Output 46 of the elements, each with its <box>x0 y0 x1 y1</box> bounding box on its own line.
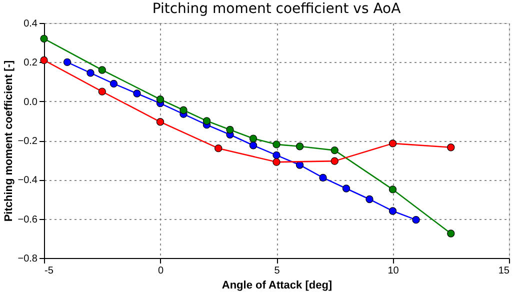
point <box>296 142 304 150</box>
point <box>342 184 350 192</box>
y-tick-label: −0.4 <box>18 175 38 186</box>
point <box>40 56 48 64</box>
chart-title: Pitching moment coefficient vs AoA <box>152 1 402 17</box>
point <box>110 80 118 88</box>
point <box>330 157 338 165</box>
x-tick-label: 0 <box>158 266 164 276</box>
x-axis-title: Angle of Attack [deg] <box>222 280 332 292</box>
point <box>447 144 455 152</box>
point <box>272 151 280 160</box>
x-tick-label: 15 <box>498 266 510 276</box>
point <box>133 90 141 98</box>
y-tick-label: −0.6 <box>18 214 38 226</box>
y-tick-label: −0.8 <box>18 254 38 264</box>
y-axis-title: Pitching moment coefficient [-] <box>2 60 15 222</box>
x-tick-label: 5 <box>274 266 280 276</box>
point <box>98 66 106 74</box>
y-tick-label: 0.2 <box>24 58 38 69</box>
point <box>412 216 420 224</box>
point <box>40 34 48 42</box>
point <box>98 88 106 96</box>
point <box>272 140 280 148</box>
point <box>388 186 397 194</box>
y-tick-label: 0.4 <box>24 18 38 30</box>
point <box>156 118 164 126</box>
point <box>63 58 72 66</box>
point <box>330 146 338 154</box>
point <box>86 69 94 77</box>
point <box>447 230 455 238</box>
point <box>156 96 164 104</box>
point <box>319 174 327 182</box>
x-tick-label: 10 <box>388 266 400 276</box>
x-tick-label: -5 <box>44 266 54 276</box>
y-tick-label: −0.2 <box>18 136 38 147</box>
point <box>214 144 222 152</box>
y-tick-label: 0.0 <box>24 96 38 108</box>
point <box>180 106 188 114</box>
point <box>249 142 258 150</box>
point <box>388 140 397 148</box>
point <box>202 117 211 125</box>
point <box>366 195 374 204</box>
point <box>249 134 258 142</box>
point <box>388 207 397 215</box>
point <box>226 126 234 134</box>
point <box>272 158 280 166</box>
